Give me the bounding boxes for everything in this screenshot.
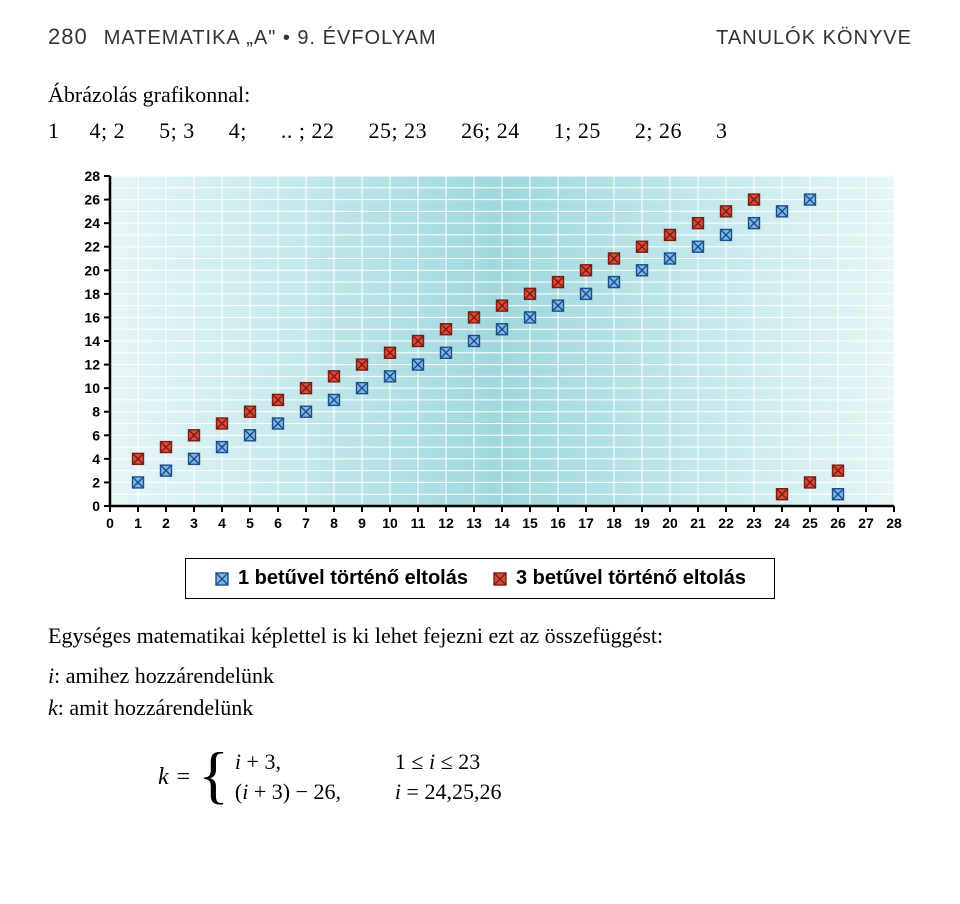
svg-text:16: 16 [84, 309, 100, 325]
scatter-chart: 0246810121416182022242628012345678910111… [48, 164, 912, 544]
svg-text:20: 20 [84, 262, 100, 278]
formula-lhs: k [158, 764, 169, 791]
book-title-right: TANULÓK KÖNYVE [716, 27, 912, 50]
svg-text:25: 25 [802, 515, 818, 531]
svg-text:5: 5 [246, 515, 254, 531]
svg-text:0: 0 [106, 515, 114, 531]
legend-label-1: 1 betűvel történő eltolás [238, 567, 468, 590]
map-pair: 4; [229, 118, 247, 143]
legend-label-2: 3 betűvel történő eltolás [516, 567, 746, 590]
book-title-left: MATEMATIKA „A" • 9. ÉVFOLYAM [104, 27, 437, 50]
svg-text:3: 3 [190, 515, 198, 531]
svg-text:28: 28 [84, 168, 100, 184]
header-left: 280 MATEMATIKA „A" • 9. ÉVFOLYAM [48, 24, 437, 50]
svg-text:20: 20 [662, 515, 678, 531]
map-pair: .. ; 22 [281, 118, 335, 143]
svg-text:2: 2 [162, 515, 170, 531]
legend-item-2: 3 betűvel történő eltolás [492, 567, 746, 590]
svg-text:12: 12 [84, 357, 100, 373]
var-k-line: k: amit hozzárendelünk [48, 695, 912, 721]
svg-text:8: 8 [92, 404, 100, 420]
mapping-prefix: 1 [48, 118, 60, 143]
case-row-2: (i + 3) − 26, i = 24,25,26 [235, 779, 502, 805]
map-pair: 4; 2 [90, 118, 126, 143]
svg-text:24: 24 [84, 215, 100, 231]
svg-text:21: 21 [690, 515, 706, 531]
svg-text:1: 1 [134, 515, 142, 531]
svg-text:8: 8 [330, 515, 338, 531]
page-number: 280 [48, 24, 88, 50]
svg-text:15: 15 [522, 515, 538, 531]
mapping-line: 1 4; 2 5; 3 4; .. ; 22 25; 23 26; 24 1; … [48, 118, 912, 144]
case-row-1: i + 3, 1 ≤ i ≤ 23 [235, 749, 502, 775]
intro-text: Ábrázolás grafikonnal: [48, 82, 912, 108]
brace-icon: { [198, 743, 229, 807]
map-pair: 2; 26 [635, 118, 682, 143]
svg-text:24: 24 [774, 515, 790, 531]
svg-text:4: 4 [92, 451, 100, 467]
svg-text:4: 4 [218, 515, 226, 531]
formula: k = { i + 3, 1 ≤ i ≤ 23 (i + 3) − 26, i … [158, 745, 912, 809]
svg-text:19: 19 [634, 515, 650, 531]
formula-eq: = [177, 764, 191, 791]
legend-item-1: 1 betűvel történő eltolás [214, 567, 468, 590]
svg-text:18: 18 [606, 515, 622, 531]
formula-cases: i + 3, 1 ≤ i ≤ 23 (i + 3) − 26, i = 24,2… [235, 749, 502, 805]
svg-text:10: 10 [84, 380, 100, 396]
map-pair: 5; 3 [159, 118, 195, 143]
chart-container: 0246810121416182022242628012345678910111… [48, 164, 912, 544]
svg-text:22: 22 [84, 239, 100, 255]
svg-text:26: 26 [84, 192, 100, 208]
svg-text:7: 7 [302, 515, 310, 531]
svg-text:14: 14 [494, 515, 510, 531]
svg-text:6: 6 [274, 515, 282, 531]
svg-text:18: 18 [84, 286, 100, 302]
svg-text:6: 6 [92, 427, 100, 443]
svg-text:16: 16 [550, 515, 566, 531]
map-pair: 26; 24 [461, 118, 520, 143]
legend-marker-2 [492, 571, 508, 587]
post-chart-text: Egységes matematikai képlettel is ki leh… [48, 623, 912, 649]
map-pair: 25; 23 [369, 118, 428, 143]
page-header: 280 MATEMATIKA „A" • 9. ÉVFOLYAM TANULÓK… [48, 24, 912, 50]
var-i-line: i: amihez hozzárendelünk [48, 663, 912, 689]
svg-text:11: 11 [411, 515, 426, 531]
svg-text:12: 12 [438, 515, 454, 531]
legend-marker-1 [214, 571, 230, 587]
svg-text:13: 13 [466, 515, 482, 531]
svg-text:9: 9 [358, 515, 366, 531]
svg-text:27: 27 [858, 515, 874, 531]
svg-text:14: 14 [84, 333, 100, 349]
svg-text:0: 0 [92, 498, 100, 514]
svg-text:10: 10 [382, 515, 398, 531]
legend-box: 1 betűvel történő eltolás 3 betűvel tört… [185, 558, 775, 599]
map-pair: 1; 25 [554, 118, 601, 143]
map-pair: 3 [716, 118, 728, 143]
svg-text:23: 23 [746, 515, 762, 531]
svg-text:26: 26 [830, 515, 846, 531]
svg-text:2: 2 [92, 474, 100, 490]
svg-text:22: 22 [718, 515, 734, 531]
svg-text:28: 28 [886, 515, 902, 531]
page-root: 280 MATEMATIKA „A" • 9. ÉVFOLYAM TANULÓK… [0, 0, 960, 904]
svg-text:17: 17 [578, 515, 594, 531]
